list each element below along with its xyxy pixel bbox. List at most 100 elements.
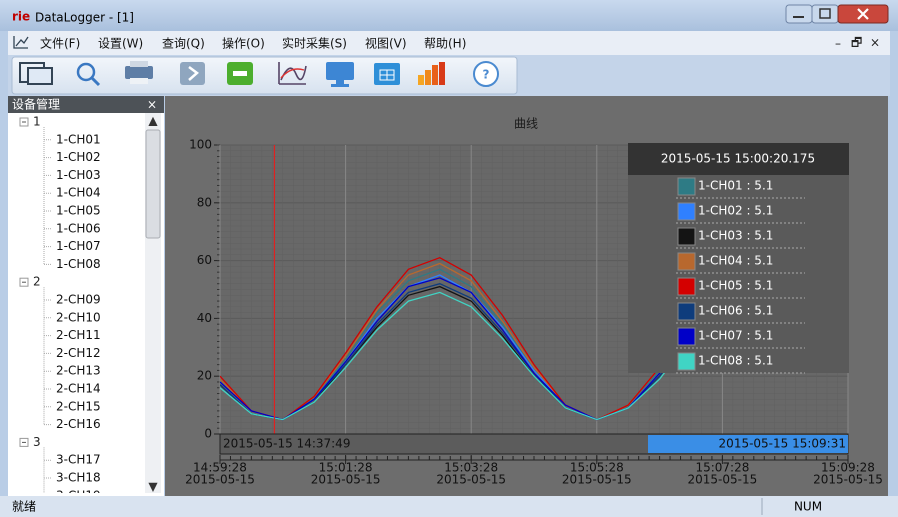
tree-item[interactable]: 1-CH01 [56,132,101,146]
menu-item[interactable]: 实时采集(S) [282,36,347,51]
x-tick-date: 2015-05-15 [688,473,758,487]
tree-item[interactable]: 1-CH06 [56,221,101,235]
legend-readout: 1-CH05 : 5.1 [698,279,773,293]
y-tick-label: 20 [197,369,212,383]
menu-item[interactable]: 设置(W) [98,37,143,51]
chart-title: 曲线 [514,117,538,131]
grid: 02040608010014:59:282015-05-1515:01:2820… [185,138,883,487]
tree-item[interactable]: 1-CH03 [56,168,101,182]
x-tick-date: 2015-05-15 [185,473,255,487]
menu-item[interactable]: 视图(V) [365,36,407,51]
tree-item[interactable]: 2-CH15 [56,399,101,413]
legend-body [628,143,849,373]
range-end: 2015-05-15 15:09:31 [719,437,846,451]
tree-item[interactable]: 2-CH11 [56,328,101,342]
report-icon[interactable] [418,75,424,85]
x-tick-label: 15:05:28 [570,461,624,475]
tree-item[interactable]: 2-CH10 [56,310,101,324]
y-tick-label: 60 [197,253,212,267]
menu-item[interactable]: 文件(F) [40,36,80,51]
y-tick-label: 0 [204,427,212,441]
legend-header [628,143,849,175]
sidebar-title: 设备管理 [12,97,60,112]
tree-item[interactable]: 2-CH13 [56,364,101,378]
tree-item[interactable]: 2-CH14 [56,382,101,396]
help-icon[interactable] [473,61,499,87]
range-window[interactable] [648,435,848,453]
y-tick-label: 100 [189,138,212,152]
tree-item[interactable]: 2-CH16 [56,417,101,431]
status-text: 就绪 [12,500,36,514]
x-tick-label: 15:09:28 [821,461,875,475]
legend-swatch [677,177,696,196]
sidebar [8,96,164,496]
x-tick-label: 15:03:28 [444,461,498,475]
legend-readout: 1-CH01 : 5.1 [698,179,773,193]
legend-swatch [677,327,696,346]
range-start: 2015-05-15 14:37:49 [223,437,350,451]
legend-swatch [677,227,696,246]
legend-swatch [677,352,696,371]
sidebar-header [8,96,164,113]
window-title: DataLogger - [1] [35,11,134,25]
search-icon[interactable] [76,62,96,82]
legend-readout: 1-CH03 : 5.1 [698,229,773,243]
menu-bar [8,31,890,55]
title-bar [0,0,898,31]
device-tree: 1 1-CH01 1-CH02 1-CH03 1-CH04 1-CH05 1-CH06 1-C… [19,115,101,502]
tree-item[interactable]: 1-CH04 [56,186,101,200]
legend-swatch [677,277,696,296]
y-tick-label: 40 [197,311,212,325]
legend-readout: 1-CH07 : 5.1 [698,329,773,343]
num-lock-indicator: NUM [794,500,822,514]
x-tick-date: 2015-05-15 [436,473,506,487]
maximize-button[interactable] [811,4,839,24]
tree-item[interactable]: 2-CH12 [56,346,101,360]
legend-readout: 1-CH08 : 5.1 [698,354,773,368]
legend-swatch [677,252,696,271]
tree-group[interactable]: 1 [33,115,41,129]
legend-swatch [677,302,696,321]
tree-item[interactable]: 1-CH05 [56,204,101,218]
tree-group[interactable]: 2 [33,275,41,289]
print-icon[interactable] [125,66,153,79]
x-tick-date: 2015-05-15 [813,473,883,487]
legend-swatch [677,202,696,221]
mdi-minimize[interactable]: – [835,37,841,51]
mdi-close[interactable]: × [870,36,880,50]
tree-item[interactable]: 1-CH02 [56,150,101,164]
svg-text:▲: ▲ [148,114,158,128]
tree-item[interactable]: 3-CH17 [56,453,101,467]
monitor-icon[interactable] [326,62,354,80]
legend-readout: 1-CH04 : 5.1 [698,254,773,268]
menu-item[interactable]: 操作(O) [222,36,265,51]
x-tick-label: 15:01:28 [319,461,373,475]
app-logo: rie [12,10,30,24]
mdi-restore[interactable]: 🗗 [851,36,862,50]
sidebar-close[interactable]: × [147,98,157,112]
tree-item[interactable]: 1-CH07 [56,239,101,253]
cursor-time: 2015-05-15 15:00:20.175 [661,152,815,166]
tree-item[interactable]: 3-CH19 [56,488,101,502]
tree-item[interactable]: 3-CH18 [56,471,101,485]
svg-text:?: ? [483,68,490,82]
x-tick-label: 15:07:28 [695,461,749,475]
menu-item[interactable]: 查询(Q) [162,37,205,51]
tree-group[interactable]: 3 [33,435,41,449]
x-tick-date: 2015-05-15 [311,473,381,487]
x-tick-label: 14:59:28 [193,461,247,475]
svg-text:▼: ▼ [148,480,158,494]
status-bar [0,496,898,517]
run-icon[interactable] [180,62,205,85]
legend-readout: 1-CH02 : 5.1 [698,204,773,218]
x-tick-date: 2015-05-15 [562,473,632,487]
curve-icon[interactable] [278,62,307,85]
tree-item[interactable]: 1-CH08 [56,257,101,271]
legend-readout: 1-CH06 : 5.1 [698,304,773,318]
minimize-button[interactable] [785,4,813,24]
menu-item[interactable]: 帮助(H) [424,37,466,51]
tree-item[interactable]: 2-CH09 [56,293,101,307]
cursor-legend: 2015-05-15 15:00:20.175 1-CH01 : 5.1 1-CH0… [628,143,849,374]
